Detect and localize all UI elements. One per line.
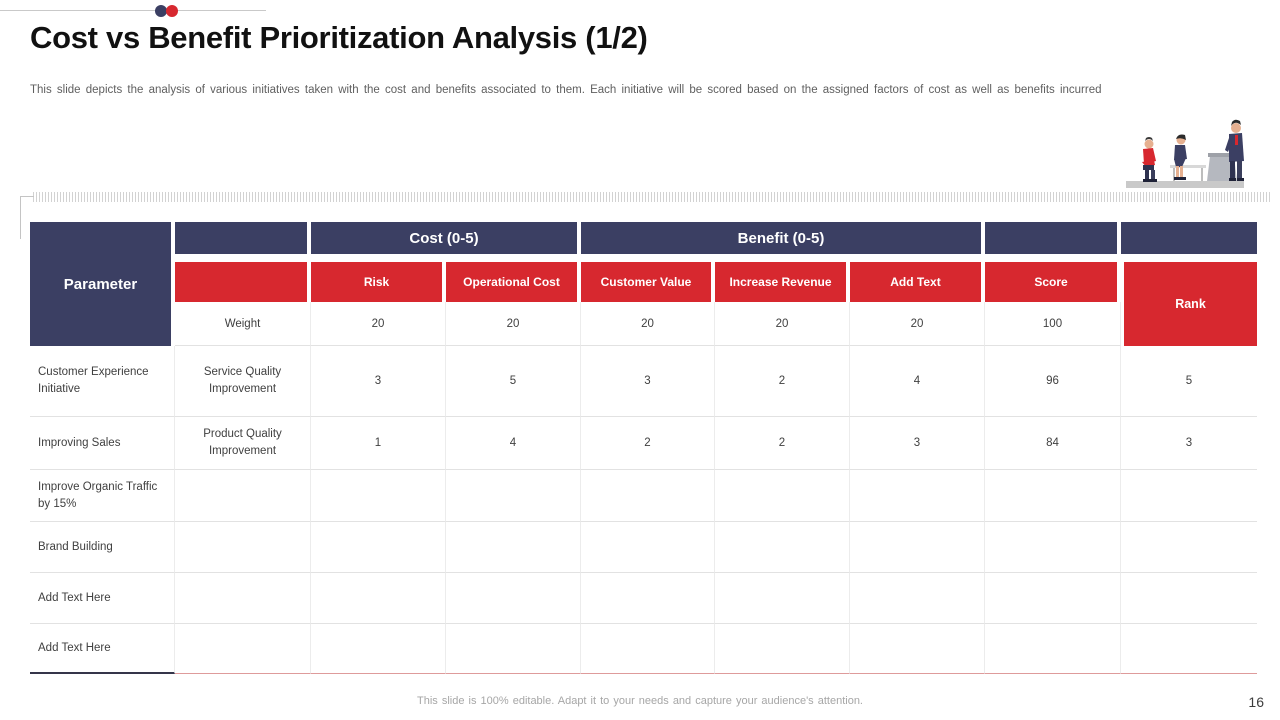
row-value <box>581 470 715 522</box>
row-initiative <box>175 573 311 624</box>
row-value: 2 <box>581 417 715 470</box>
row-initiative: Product Quality Improvement <box>175 417 311 470</box>
row-score: 96 <box>985 346 1121 417</box>
page-title: Cost vs Benefit Prioritization Analysis … <box>30 20 648 55</box>
row-value <box>581 522 715 573</box>
row-value <box>715 470 850 522</box>
row-value <box>446 522 581 573</box>
row-rank <box>1121 470 1257 522</box>
weight-value: 20 <box>850 302 985 346</box>
subheader-risk: Risk <box>311 262 446 302</box>
editable-note: This slide is 100% editable. Adapt it to… <box>417 695 863 707</box>
row-parameter: Add Text Here <box>30 624 175 674</box>
weight-value: 20 <box>715 302 850 346</box>
slide-description: This slide depicts the analysis of vario… <box>30 84 1102 96</box>
row-parameter: Add Text Here <box>30 573 175 624</box>
row-initiative <box>175 624 311 674</box>
row-initiative <box>175 522 311 573</box>
weight-value: 20 <box>581 302 715 346</box>
row-score <box>985 573 1121 624</box>
row-value: 1 <box>311 417 446 470</box>
corner-bracket-decor <box>20 196 34 239</box>
row-value <box>446 470 581 522</box>
row-score <box>985 470 1121 522</box>
row-initiative: Service Quality Improvement <box>175 346 311 417</box>
row-rank: 5 <box>1121 346 1257 417</box>
subheader-add-text: Add Text <box>850 262 985 302</box>
page-number: 16 <box>1248 694 1264 710</box>
row-value: 3 <box>581 346 715 417</box>
row-rank <box>1121 624 1257 674</box>
row-parameter: Improving Sales <box>30 417 175 470</box>
row-value: 2 <box>715 417 850 470</box>
weight-total: 100 <box>985 302 1121 346</box>
group-header-cost: Cost (0-5) <box>311 222 581 254</box>
header-spacer-score <box>985 222 1121 254</box>
row-value <box>311 522 446 573</box>
row-rank: 3 <box>1121 417 1257 470</box>
row-value <box>850 470 985 522</box>
header-spacer-rank <box>1121 222 1257 254</box>
row-value <box>581 573 715 624</box>
weight-label: Weight <box>175 302 311 346</box>
subheader-score: Score <box>985 262 1121 302</box>
row-value <box>715 573 850 624</box>
header-parameter: Parameter <box>30 222 175 346</box>
row-value: 2 <box>715 346 850 417</box>
presenter-illustration <box>1126 119 1244 188</box>
row-value <box>311 470 446 522</box>
subheader-operational-cost: Operational Cost <box>446 262 581 302</box>
row-initiative <box>175 470 311 522</box>
row-rank <box>1121 573 1257 624</box>
row-score: 84 <box>985 417 1121 470</box>
row-value <box>850 573 985 624</box>
group-header-benefit: Benefit (0-5) <box>581 222 985 254</box>
weight-value: 20 <box>311 302 446 346</box>
row-value <box>715 624 850 674</box>
row-parameter: Brand Building <box>30 522 175 573</box>
header-spacer-initiative <box>175 222 311 254</box>
row-value: 4 <box>446 417 581 470</box>
row-value <box>311 573 446 624</box>
row-value <box>311 624 446 674</box>
row-score <box>985 624 1121 674</box>
row-parameter: Improve Organic Traffic by 15% <box>30 470 175 522</box>
subheader-spacer <box>175 262 311 302</box>
row-value: 4 <box>850 346 985 417</box>
weight-value: 20 <box>446 302 581 346</box>
row-value <box>446 624 581 674</box>
row-value: 5 <box>446 346 581 417</box>
row-value <box>850 624 985 674</box>
row-value <box>850 522 985 573</box>
row-rank <box>1121 522 1257 573</box>
title-accent-line <box>0 10 266 11</box>
subheader-rank: Rank <box>1121 262 1257 346</box>
hatched-divider <box>33 192 1272 202</box>
navy-dot-icon <box>155 5 167 17</box>
row-value <box>446 573 581 624</box>
row-value: 3 <box>850 417 985 470</box>
row-score <box>985 522 1121 573</box>
subheader-customer-value: Customer Value <box>581 262 715 302</box>
red-dot-icon <box>166 5 178 17</box>
row-value: 3 <box>311 346 446 417</box>
prioritization-table: Parameter Cost (0-5) Benefit (0-5) Risk … <box>30 222 1257 674</box>
subheader-increase-revenue: Increase Revenue <box>715 262 850 302</box>
row-parameter: Customer Experience Initiative <box>30 346 175 417</box>
row-value <box>581 624 715 674</box>
row-value <box>715 522 850 573</box>
